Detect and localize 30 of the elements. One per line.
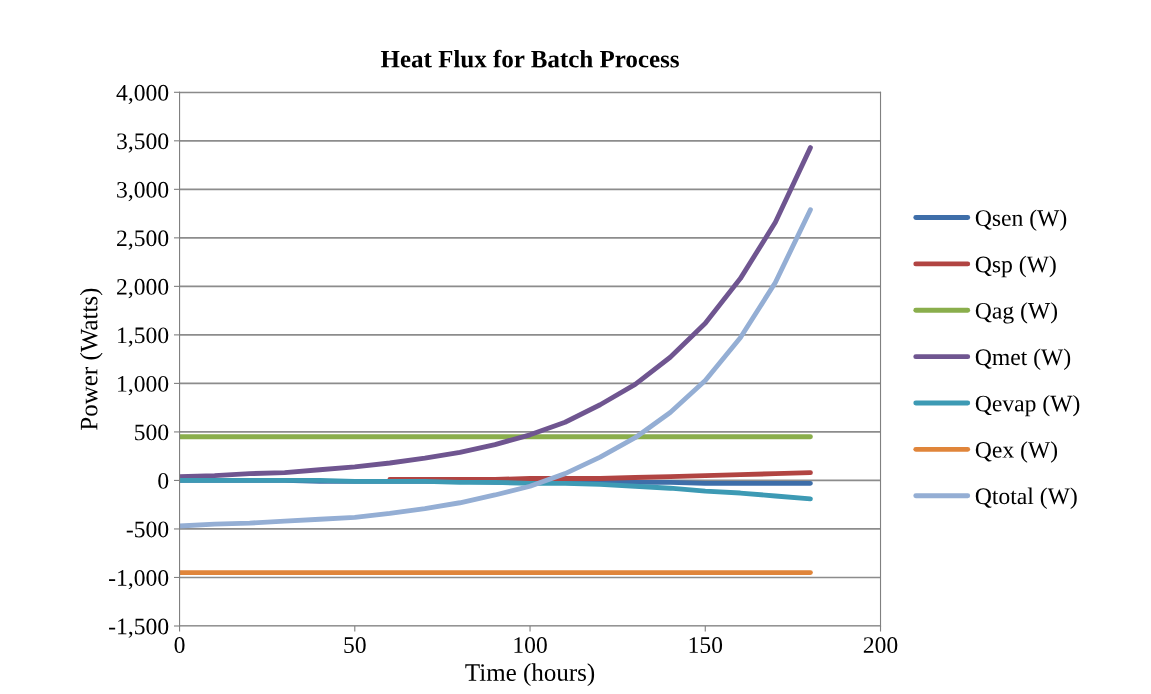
x-tick-label: 50 xyxy=(344,637,366,654)
x-tick-label: 0 xyxy=(174,637,185,654)
y-tick-label: 0 xyxy=(158,472,169,489)
x-tick-label: 150 xyxy=(689,637,723,654)
legend-label: Qtotal (W) xyxy=(975,487,1077,509)
x-axis-title: Time (hours) xyxy=(465,663,595,687)
y-tick-label: 500 xyxy=(135,424,169,441)
legend-label: Qevap (W) xyxy=(975,394,1080,417)
y-tick-label: 2,500 xyxy=(117,230,169,250)
legend-label: Qag (W) xyxy=(975,302,1058,324)
y-tick-label: 1,500 xyxy=(118,327,169,347)
chart-title: Heat Flux for Batch Process xyxy=(380,49,679,68)
y-tick-label: 1,000 xyxy=(118,375,169,396)
y-tick-label: -1,000 xyxy=(109,569,169,590)
line-series xyxy=(179,478,813,502)
y-tick-label: 3,500 xyxy=(117,133,169,153)
y-tick-label: 2,000 xyxy=(117,278,169,299)
line-series xyxy=(179,207,813,529)
x-tick-label: 200 xyxy=(863,637,898,654)
line-series xyxy=(179,145,813,479)
legend-label: Qmet (W) xyxy=(975,348,1071,370)
legend-label: Qex (W) xyxy=(975,441,1058,463)
y-axis-title: Power (Watts) xyxy=(79,288,103,430)
y-tick-label: 3,000 xyxy=(117,181,169,202)
y-tick-label: 4,000 xyxy=(116,84,169,105)
legend-label: Qsp (W) xyxy=(975,255,1056,278)
y-tick-label: -500 xyxy=(126,521,169,538)
x-tick-label: 100 xyxy=(514,637,547,654)
legend-label: Qsen (W) xyxy=(975,209,1067,231)
y-tick-label: -1,500 xyxy=(109,618,169,638)
